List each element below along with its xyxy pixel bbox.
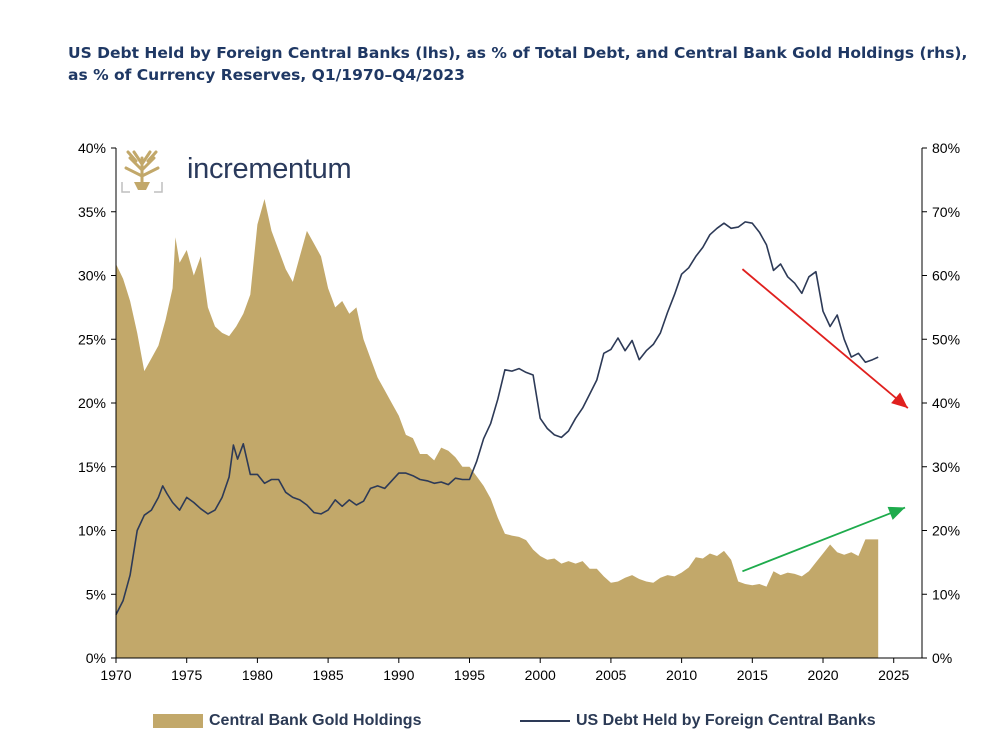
y-right-tick-label: 10% [932,586,960,602]
x-tick-label: 1970 [100,667,131,683]
y-left-tick-label: 30% [78,268,106,284]
logo-wordmark: incrementum [187,153,352,185]
chart-title: US Debt Held by Foreign Central Banks (l… [68,44,968,84]
red-arrow-head [891,392,908,409]
y-right-tick-label: 60% [932,268,960,284]
y-right-tick-label: 70% [932,204,960,220]
y-left-tick-label: 0% [86,650,106,666]
arrow-layer [741,268,909,573]
legend-gold: Central Bank Gold Holdings [153,712,421,730]
green-arrow-head [887,506,906,520]
x-tick-label: 2025 [878,667,909,683]
legend-gold-swatch [153,714,203,728]
y-right-tick-label: 80% [932,140,960,156]
y-left-tick-label: 40% [78,140,106,156]
debt-line-layer [115,221,879,615]
y-left-tick-label: 20% [78,395,106,411]
y-left-tick-label: 10% [78,523,106,539]
legend-gold-label: Central Bank Gold Holdings [209,712,422,729]
y-left-tick-label: 15% [78,459,106,475]
x-tick-label: 2010 [666,667,697,683]
x-tick-label: 2020 [807,667,838,683]
y-right-tick-label: 30% [932,459,960,475]
x-tick-label: 1995 [454,667,485,683]
x-tick-label: 2000 [525,667,556,683]
x-tick-label: 1975 [171,667,202,683]
y-left-tick-label: 35% [78,204,106,220]
gold-area-layer [116,199,879,658]
y-left-tick-label: 5% [86,586,106,602]
x-tick-label: 1985 [313,667,344,683]
us-debt-line [115,221,879,615]
red-arrow-shaft [741,268,909,409]
gold-holdings-area [116,199,879,658]
y-left-tick-label: 25% [78,331,106,347]
x-tick-label: 1980 [242,667,273,683]
green-arrow-shaft [742,506,906,573]
x-tick-label: 1990 [383,667,414,683]
x-tick-label: 2015 [737,667,768,683]
x-tick-label: 2005 [595,667,626,683]
y-right-tick-label: 0% [932,650,952,666]
legend-debt-label: US Debt Held by Foreign Central Banks [576,712,876,729]
y-right-tick-label: 40% [932,395,960,411]
legend-debt: US Debt Held by Foreign Central Banks [520,712,876,730]
incrementum-logo [120,148,380,196]
legend-debt-line [520,720,570,722]
y-right-tick-label: 20% [932,523,960,539]
tree-logo-icon [121,150,163,193]
axes-layer: 0% 5% 10% 15% 20% 25% 30% 35% 40% 0% 10% 20% 30% 40% 5… [78,140,960,683]
y-right-tick-label: 50% [932,331,960,347]
